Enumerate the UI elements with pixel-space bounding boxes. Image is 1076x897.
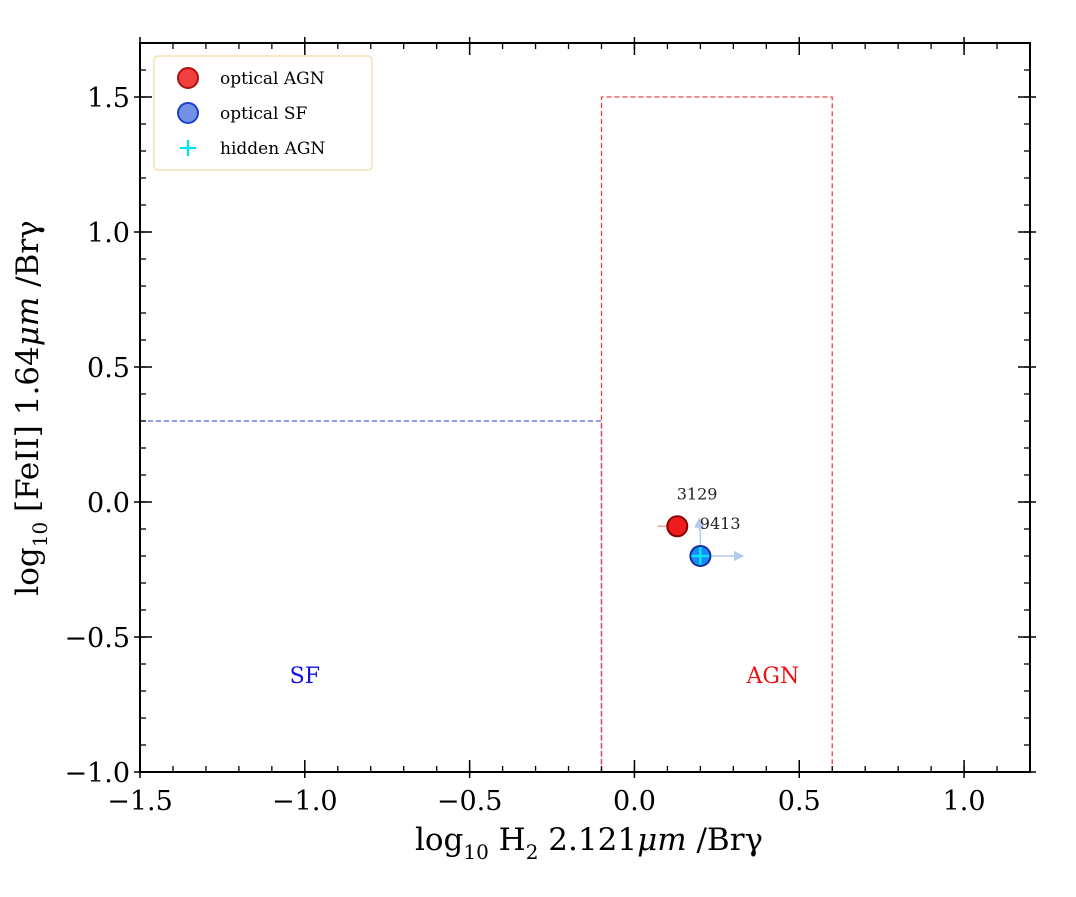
- data-points: 3129 9413: [657, 484, 745, 567]
- x-tick-label: −0.5: [437, 786, 503, 817]
- point-label-9413: 9413: [700, 514, 741, 533]
- major-ticks: [134, 37, 1036, 778]
- point-label-3129: 3129: [677, 484, 718, 503]
- region-label-sf: SF: [290, 664, 320, 689]
- y-tick-label: −1.0: [64, 758, 130, 789]
- x-axis-title: log10 H2 2.121μm /Brγ: [415, 822, 763, 864]
- x-tick-labels: −1.5 −1.0 −0.5 0.0 0.5 1.0: [107, 786, 985, 817]
- x-tick-label: −1.5: [107, 786, 173, 817]
- x-tick-label: 1.0: [943, 786, 986, 817]
- y-tick-label: 1.5: [87, 83, 130, 114]
- region-lines: [140, 96, 833, 772]
- y-tick-label: 0.0: [87, 488, 130, 519]
- y-tick-label: −0.5: [64, 623, 130, 654]
- y-tick-label: 1.0: [87, 218, 130, 249]
- legend-label-1: optical SF: [220, 104, 308, 124]
- region-line-1: [600, 96, 833, 772]
- y-tick-label: 0.5: [87, 353, 130, 384]
- region-label-agn: AGN: [746, 664, 800, 689]
- legend-box: [153, 55, 373, 171]
- y-tick-labels: −1.0 −0.5 0.0 0.5 1.0 1.5: [64, 83, 130, 789]
- legend: optical AGN optical SF hidden AGN: [153, 55, 373, 171]
- region-labels: SF AGN: [290, 664, 800, 689]
- point-3129: [666, 515, 689, 538]
- x-tick-label: 0.5: [778, 786, 821, 817]
- y-axis-title: log10 [FeII] 1.64μm /Brγ: [10, 220, 52, 595]
- x-tick-label: −1.0: [272, 786, 338, 817]
- legend-label-0: optical AGN: [220, 69, 325, 89]
- legend-label-2: hidden AGN: [220, 139, 325, 159]
- x-tick-label: 0.0: [613, 786, 656, 817]
- region-line-0: [140, 420, 603, 772]
- legend-marker-0: [177, 67, 199, 89]
- plot-frame: [139, 42, 1031, 773]
- legend-marker-1: [177, 102, 199, 124]
